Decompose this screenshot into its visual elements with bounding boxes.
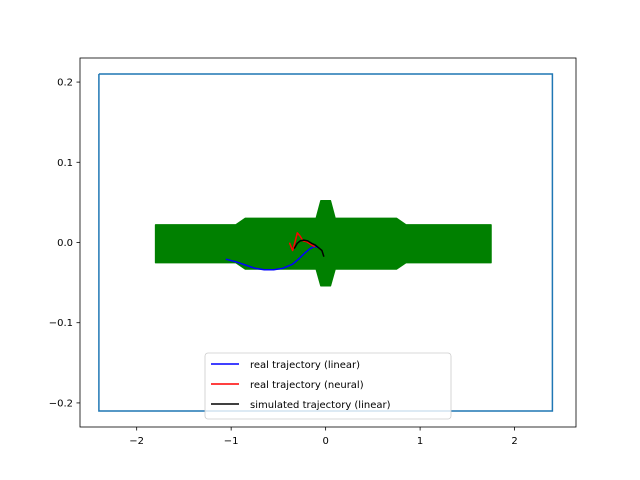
y-tick-label: 0.1	[57, 158, 73, 169]
series-line-0	[225, 245, 319, 271]
y-tick-label: −0.2	[49, 398, 73, 409]
y-tick-label: 0.0	[57, 238, 73, 249]
x-tick-label: −2	[129, 436, 144, 447]
x-tick-label: 1	[417, 436, 423, 447]
axis-ticks: −2 −1 0 1 2 0.2 0.1 0.0 −0.1 −0.2	[49, 78, 518, 447]
y-tick-label: 0.2	[57, 78, 73, 89]
legend: real trajectory (linear) real trajectory …	[204, 352, 452, 420]
plot-area	[98, 73, 554, 412]
legend-label-1: real trajectory (neural)	[250, 380, 364, 391]
legend-label-2: simulated trajectory (linear)	[250, 400, 391, 411]
series-line-2	[293, 239, 325, 257]
y-tick-label: −0.1	[49, 318, 73, 329]
boundary-line	[98, 73, 554, 412]
x-tick-label: 0	[322, 436, 328, 447]
series-line-1	[288, 232, 316, 252]
x-tick-label: 2	[511, 436, 517, 447]
legend-label-0: real trajectory (linear)	[250, 360, 360, 371]
track-region	[154, 200, 492, 287]
x-tick-label: −1	[224, 436, 239, 447]
legend-box	[204, 352, 452, 420]
